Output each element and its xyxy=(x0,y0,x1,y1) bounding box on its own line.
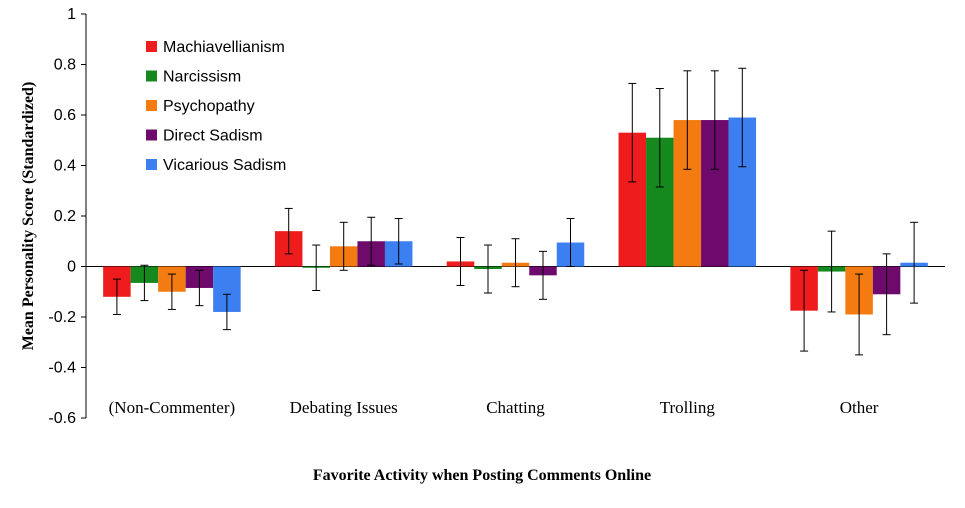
y-tick-label: -0.4 xyxy=(48,360,76,377)
legend-swatch xyxy=(146,129,157,141)
legend-label: Machiavellianism xyxy=(163,39,285,56)
x-axis-title: Favorite Activity when Posting Comments … xyxy=(313,467,651,484)
y-tick-label: 0.6 xyxy=(54,107,76,124)
category-label: Debating Issues xyxy=(290,398,398,417)
legend-swatch xyxy=(146,159,157,170)
category-label: Chatting xyxy=(486,398,545,417)
legend-swatch xyxy=(146,41,157,52)
y-tick-label: 0.8 xyxy=(54,57,76,74)
legend-label: Vicarious Sadism xyxy=(163,157,286,174)
y-tick-label: 0.4 xyxy=(54,158,76,175)
legend-swatch xyxy=(146,70,157,82)
y-tick-label: 0.2 xyxy=(54,208,76,225)
legend: Machiavellianism Narcissism Psychopathy Dir… xyxy=(146,39,286,174)
y-tick-label: -0.6 xyxy=(48,410,76,427)
category-labels: (Non-Commenter) Debating Issues Chatting Tr… xyxy=(109,398,879,417)
y-axis-title: Mean Personality Score (Standardized) xyxy=(20,82,37,351)
legend-label: Psychopathy xyxy=(163,98,255,115)
category-label: (Non-Commenter) xyxy=(109,398,236,417)
category-label: Other xyxy=(840,398,879,417)
category-label: Trolling xyxy=(660,398,716,417)
legend-label: Narcissism xyxy=(163,69,241,86)
y-axis: 1 0.8 0.6 0.4 0.2 0 -0.2 -0.4 -0.6 xyxy=(48,6,87,427)
error-bars xyxy=(112,67,919,356)
y-tick-label: -0.2 xyxy=(48,309,76,326)
y-tick-label: 1 xyxy=(67,6,76,23)
legend-swatch xyxy=(146,100,157,111)
y-tick-label: 0 xyxy=(67,259,76,276)
legend-label: Direct Sadism xyxy=(163,128,263,145)
